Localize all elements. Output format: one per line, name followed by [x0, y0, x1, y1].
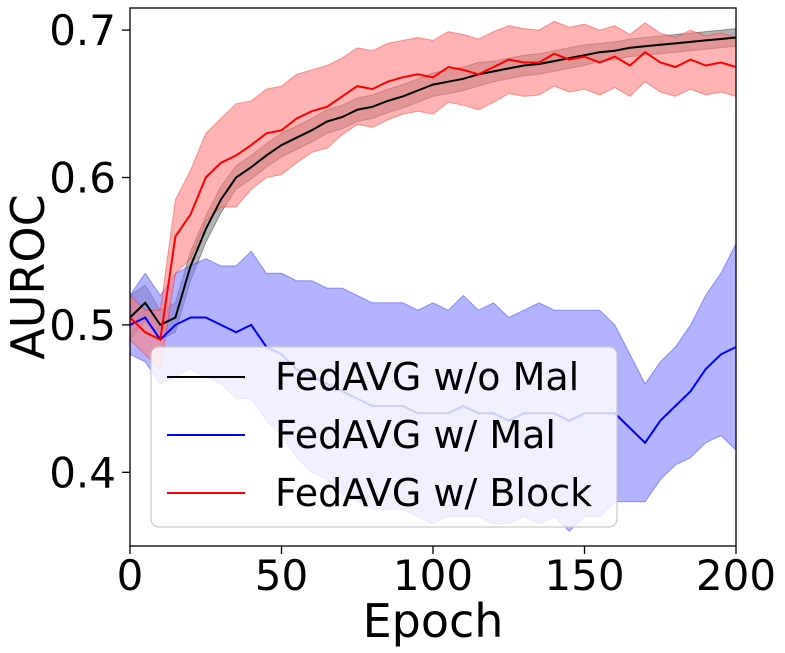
legend-label-2: FedAVG w/ Mal — [275, 413, 556, 457]
x-axis-title: Epoch — [363, 594, 504, 648]
x-tick-label: 100 — [393, 551, 473, 600]
y-axis-title: AUROC — [1, 194, 55, 359]
y-tick-label: 0.4 — [49, 448, 116, 497]
x-tick-label: 150 — [544, 551, 624, 600]
x-axis-ticks: 0 50 100 150 200 — [117, 546, 776, 600]
x-tick-label: 200 — [696, 551, 776, 600]
y-tick-label: 0.7 — [49, 6, 116, 55]
y-axis-ticks: 0.4 0.5 0.6 0.7 — [49, 6, 130, 497]
line-series-3 — [129, 50, 737, 342]
y-tick-label: 0.6 — [49, 154, 116, 203]
x-tick-label: 0 — [117, 551, 144, 600]
legend-label-1: FedAVG w/o Mal — [275, 355, 579, 399]
line-series-1 — [129, 36, 737, 327]
legend-label-3: FedAVG w/ Block — [275, 471, 592, 515]
x-tick-label: 50 — [255, 551, 308, 600]
y-tick-label: 0.5 — [49, 301, 116, 350]
legend-box — [150, 346, 618, 528]
legend: FedAVG w/o Mal FedAVG w/ Mal FedAVG w/ Blo… — [150, 346, 618, 528]
